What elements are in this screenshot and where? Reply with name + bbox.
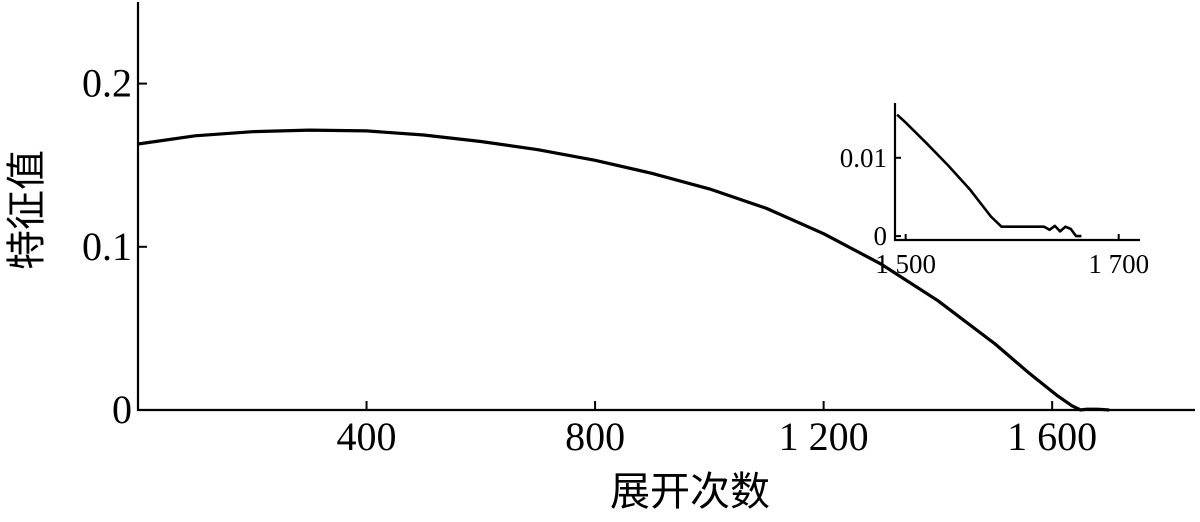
x-axis-title: 展开次数 — [610, 469, 770, 514]
inset-x-tick-label: 1 700 — [1088, 249, 1149, 279]
main-axes-frame — [136, 2, 1195, 412]
main-plot: 400 800 1 200 1 600 0 0.1 0.2 展开次数 特征值 — [4, 2, 1195, 514]
main-x-tick-label: 1 600 — [1007, 414, 1097, 459]
inset-y-tick-label: 0 — [874, 221, 888, 251]
inset-axes-frame — [893, 103, 1140, 242]
inset-y-tick-label: 0.01 — [840, 143, 887, 173]
main-y-tick-label: 0 — [112, 387, 132, 432]
main-x-tick-label: 1 200 — [779, 414, 869, 459]
inset-x-tick-label: 1 500 — [875, 249, 936, 279]
inset-series-line — [896, 113, 1082, 238]
main-y-tick-label: 0.1 — [82, 224, 132, 269]
main-y-tick-label: 0.2 — [82, 61, 132, 106]
main-series-line — [137, 128, 1110, 412]
main-x-tick-label: 400 — [337, 414, 397, 459]
y-axis-title: 特征值 — [4, 150, 49, 270]
main-x-tick-label: 800 — [565, 414, 625, 459]
inset-plot: 1 500 1 700 0 0.01 — [840, 103, 1149, 279]
